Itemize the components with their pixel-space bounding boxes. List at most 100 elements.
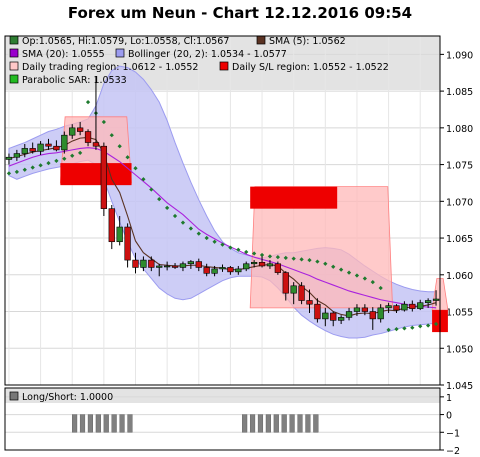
chart-title: Forex um Neun - Chart 12.12.2016 09:54: [67, 4, 413, 22]
long-short-bar: [273, 414, 279, 433]
legend-swatch: [9, 35, 19, 45]
sar-point: [362, 276, 367, 281]
candle-body: [353, 307, 361, 312]
legend-label: Op:1.0565, Hi:1.0579, Lo:1.0558, Cl:1.05…: [22, 36, 229, 47]
legend-label: SMA (5): 1.0562: [269, 36, 346, 47]
candle-body: [187, 261, 195, 265]
sar-point: [394, 327, 399, 332]
candle-body: [45, 143, 52, 147]
candle-body: [61, 134, 68, 151]
candle-body: [21, 148, 28, 154]
sar-point: [267, 254, 273, 259]
sar-point: [402, 326, 407, 331]
price-tick-label: 1.060: [446, 271, 473, 282]
candle-body: [250, 261, 258, 265]
sar-point: [172, 213, 178, 219]
long-short-bar: [127, 414, 133, 433]
sar-point: [323, 261, 328, 266]
legend-label: Bollinger (20, 2): 1.0534 - 1.0577: [128, 49, 287, 60]
candle-body: [116, 226, 123, 243]
candle-body: [100, 145, 108, 209]
legend-swatch: [9, 48, 19, 58]
candle-body: [84, 131, 92, 143]
candle-body: [37, 143, 44, 152]
candle-body: [243, 263, 250, 270]
long-short-bar: [281, 414, 287, 433]
candle-body: [132, 259, 139, 268]
sar-point: [370, 280, 375, 285]
sar-point: [331, 264, 336, 269]
price-tick-label: 1.075: [446, 161, 473, 172]
candle-body: [393, 305, 400, 311]
price-tick-label: 1.080: [446, 124, 473, 135]
price-tick-label: 1.050: [446, 344, 473, 355]
sar-point: [85, 100, 91, 105]
sar-point: [228, 245, 233, 250]
long-short-bar: [72, 414, 78, 433]
indicator-tick-label: −2: [446, 446, 460, 457]
legend-swatch: [219, 61, 229, 71]
indicator-legend-background: [5, 388, 440, 403]
sar-point: [299, 257, 304, 262]
sar-point: [188, 226, 193, 231]
long-short-bar: [111, 414, 117, 433]
sar-point: [22, 167, 27, 172]
long-short-bar: [257, 414, 264, 433]
price-panel: 1.045 1.050 1.055 1.060 1.065 1.070 1.075 1.080…: [4, 35, 473, 392]
indicator-panel: −2 −1 0 1 Long/Short: 1.0000: [4, 387, 460, 457]
candle-body: [76, 127, 84, 132]
price-frame: [4, 35, 441, 386]
long-short-bar: [79, 414, 86, 433]
legend-label: SMA (20): 1.0555: [22, 49, 105, 60]
sar-point: [339, 267, 344, 272]
sar-point: [315, 259, 320, 264]
candle-body: [179, 263, 187, 268]
candle-body: [29, 148, 36, 152]
sar-point: [196, 231, 201, 236]
long-short-bar: [119, 414, 125, 433]
candle-body: [69, 127, 76, 136]
indicator-tick-label: 1: [446, 393, 452, 404]
candle-body: [211, 268, 218, 274]
indicator-tick-label: −1: [446, 428, 460, 439]
sar-point: [259, 252, 265, 258]
price-tick-label: 1.055: [446, 308, 473, 319]
candle-body: [337, 317, 345, 321]
candle-body: [345, 311, 353, 318]
sar-point: [165, 205, 170, 211]
sar-point: [78, 150, 83, 155]
sar-point: [38, 163, 43, 168]
long-short-bar: [265, 414, 271, 433]
candle-body: [274, 263, 282, 273]
candle-body: [385, 305, 392, 309]
legend-label: Daily trading region: 1.0612 - 1.0552: [22, 62, 198, 73]
candle-body: [266, 263, 274, 267]
price-tick-label: 1.070: [446, 197, 473, 208]
indicator-legend-swatch: [9, 391, 19, 401]
candle-body: [432, 298, 440, 301]
daily-sl-region: [250, 186, 338, 209]
sar-point: [307, 257, 312, 263]
long-short-bar: [87, 414, 93, 433]
sar-point: [433, 321, 439, 327]
long-short-bar: [242, 414, 248, 433]
sar-point: [109, 133, 114, 138]
candle-body: [361, 307, 369, 312]
sar-point: [133, 166, 138, 171]
candle-body: [140, 259, 147, 268]
candle-body: [314, 303, 321, 320]
candle-body: [330, 312, 337, 321]
candle-body: [195, 261, 202, 268]
long-short-bar: [289, 414, 295, 433]
daily-sl-region: [60, 163, 132, 186]
candle-body: [282, 272, 289, 294]
candle-body: [13, 153, 21, 158]
candle-body: [306, 300, 313, 305]
candle-body: [377, 307, 384, 320]
indicator-legend-label: Long/Short: 1.0000: [22, 392, 113, 403]
sar-point: [149, 187, 154, 192]
long-short-bar: [297, 414, 303, 433]
candle-body: [409, 303, 416, 309]
candle-body: [401, 303, 408, 311]
